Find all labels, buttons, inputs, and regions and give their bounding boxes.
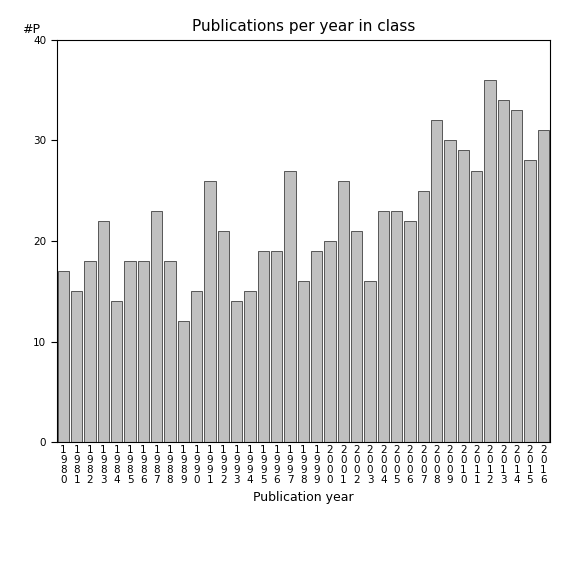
Bar [284, 171, 295, 442]
Bar [58, 271, 69, 442]
X-axis label: Publication year: Publication year [253, 490, 354, 503]
Bar [445, 141, 456, 442]
Bar [404, 221, 416, 442]
Bar [124, 261, 136, 442]
Title: Publications per year in class: Publications per year in class [192, 19, 415, 35]
Text: #P: #P [22, 23, 40, 36]
Bar [538, 130, 549, 442]
Bar [378, 211, 389, 442]
Bar [311, 251, 323, 442]
Bar [111, 302, 122, 442]
Bar [231, 302, 242, 442]
Bar [204, 180, 215, 442]
Bar [98, 221, 109, 442]
Bar [271, 251, 282, 442]
Bar [484, 80, 496, 442]
Bar [164, 261, 176, 442]
Bar [84, 261, 96, 442]
Bar [191, 291, 202, 442]
Bar [338, 180, 349, 442]
Bar [365, 281, 376, 442]
Bar [298, 281, 309, 442]
Bar [471, 171, 483, 442]
Bar [391, 211, 403, 442]
Bar [351, 231, 362, 442]
Bar [244, 291, 256, 442]
Bar [458, 150, 469, 442]
Bar [138, 261, 149, 442]
Bar [151, 211, 162, 442]
Bar [524, 160, 536, 442]
Bar [71, 291, 82, 442]
Bar [177, 321, 189, 442]
Bar [324, 241, 336, 442]
Bar [257, 251, 269, 442]
Bar [218, 231, 229, 442]
Bar [498, 100, 509, 442]
Bar [431, 120, 442, 442]
Bar [511, 110, 522, 442]
Bar [418, 191, 429, 442]
